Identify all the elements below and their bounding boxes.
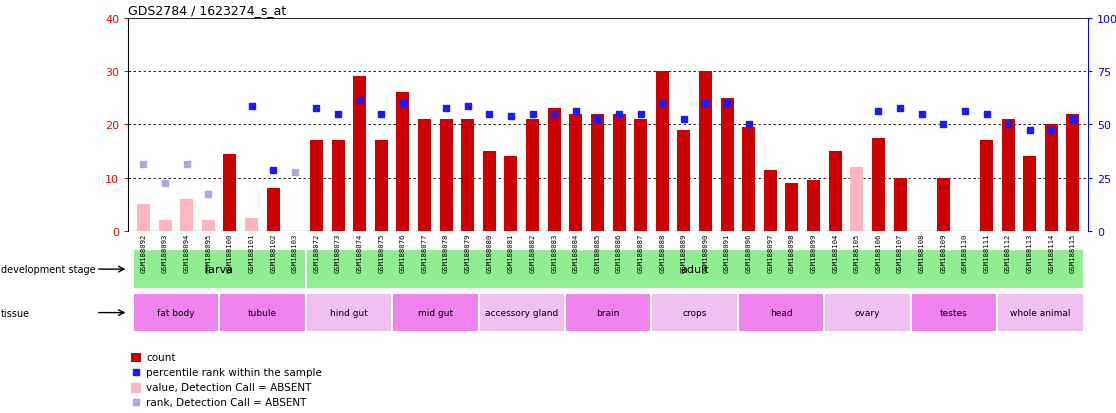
Bar xyxy=(461,120,474,231)
Text: brain: brain xyxy=(597,309,619,317)
Bar xyxy=(306,293,392,332)
Text: testes: testes xyxy=(940,309,968,317)
Bar xyxy=(677,130,691,231)
Bar xyxy=(158,221,172,231)
Text: GDS2784 / 1623274_s_at: GDS2784 / 1623274_s_at xyxy=(128,5,287,17)
Text: tissue: tissue xyxy=(1,308,30,318)
Bar xyxy=(807,181,820,231)
Bar xyxy=(133,293,219,332)
Bar xyxy=(310,141,323,231)
Bar xyxy=(375,141,387,231)
Bar xyxy=(591,114,604,231)
Bar xyxy=(306,250,1084,289)
Bar xyxy=(483,152,496,231)
Bar xyxy=(526,120,539,231)
Bar xyxy=(634,120,647,231)
Bar xyxy=(565,293,652,332)
Bar xyxy=(219,293,306,332)
Text: adult: adult xyxy=(681,264,709,275)
Bar xyxy=(418,120,431,231)
Bar xyxy=(133,250,306,289)
Bar xyxy=(656,72,668,231)
Bar xyxy=(353,77,366,231)
Bar xyxy=(763,170,777,231)
Bar xyxy=(998,293,1084,332)
Bar xyxy=(132,353,141,363)
Text: mid gut: mid gut xyxy=(417,309,453,317)
Bar xyxy=(829,152,841,231)
Text: accessory gland: accessory gland xyxy=(485,309,558,317)
Text: crops: crops xyxy=(683,309,706,317)
Bar xyxy=(396,93,410,231)
Bar xyxy=(246,218,258,231)
Text: development stage: development stage xyxy=(1,264,96,275)
Bar xyxy=(180,199,193,231)
Text: count: count xyxy=(146,352,175,362)
Bar xyxy=(1045,125,1058,231)
Text: rank, Detection Call = ABSENT: rank, Detection Call = ABSENT xyxy=(146,397,307,407)
Bar xyxy=(872,138,885,231)
Bar xyxy=(936,178,950,231)
Bar xyxy=(440,120,453,231)
Text: tubule: tubule xyxy=(248,309,277,317)
Bar xyxy=(613,114,625,231)
Bar xyxy=(652,293,738,332)
Bar xyxy=(202,221,214,231)
Bar xyxy=(223,154,237,231)
Bar xyxy=(331,141,345,231)
Text: hind gut: hind gut xyxy=(330,309,368,317)
Bar xyxy=(911,293,998,332)
Bar xyxy=(548,109,560,231)
Bar xyxy=(850,168,864,231)
Text: fat body: fat body xyxy=(157,309,194,317)
Text: ovary: ovary xyxy=(855,309,881,317)
Text: percentile rank within the sample: percentile rank within the sample xyxy=(146,367,323,377)
Text: whole animal: whole animal xyxy=(1010,309,1070,317)
Text: value, Detection Call = ABSENT: value, Detection Call = ABSENT xyxy=(146,382,311,392)
Bar xyxy=(721,98,733,231)
Bar xyxy=(699,72,712,231)
Bar xyxy=(894,178,906,231)
Bar xyxy=(742,128,756,231)
Bar xyxy=(392,293,479,332)
Bar xyxy=(786,183,798,231)
Bar xyxy=(132,383,141,393)
Bar xyxy=(1002,120,1014,231)
Bar xyxy=(504,157,518,231)
Bar xyxy=(569,114,583,231)
Text: head: head xyxy=(770,309,792,317)
Bar xyxy=(980,141,993,231)
Bar xyxy=(825,293,911,332)
Bar xyxy=(1067,114,1079,231)
Bar xyxy=(137,205,150,231)
Bar xyxy=(1023,157,1037,231)
Text: larva: larva xyxy=(205,264,233,275)
Bar xyxy=(267,189,280,231)
Bar xyxy=(479,293,565,332)
Bar xyxy=(738,293,825,332)
